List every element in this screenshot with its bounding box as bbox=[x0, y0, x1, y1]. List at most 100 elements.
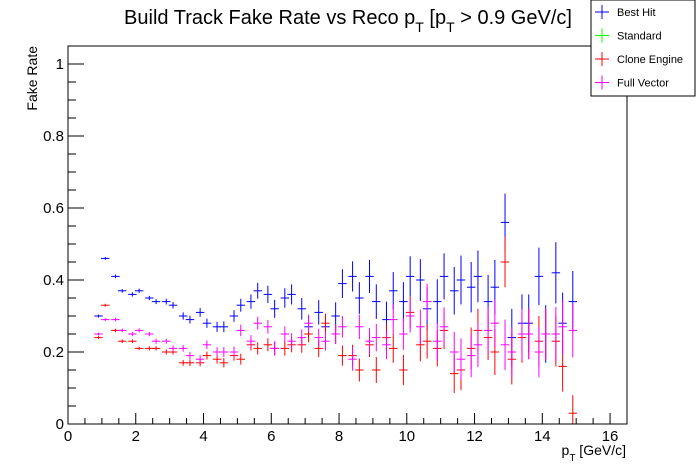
data-point bbox=[338, 345, 347, 366]
data-point bbox=[466, 262, 476, 313]
data-point bbox=[219, 321, 229, 333]
data-point bbox=[134, 328, 144, 333]
data-point bbox=[151, 338, 161, 344]
x-axis-title: pT [GeV/c] bbox=[562, 442, 626, 464]
data-point bbox=[416, 309, 425, 345]
data-point bbox=[490, 299, 500, 347]
legend-label: Clone Engine bbox=[617, 54, 683, 66]
data-point bbox=[101, 256, 110, 260]
data-point bbox=[433, 322, 442, 360]
data-point bbox=[321, 331, 330, 351]
data-point bbox=[246, 294, 256, 309]
data-point bbox=[263, 319, 273, 334]
y-tick-label: 0.4 bbox=[43, 272, 64, 289]
data-point bbox=[551, 307, 561, 361]
legend-entry: Clone Engine bbox=[595, 52, 683, 66]
data-point bbox=[168, 301, 178, 309]
data-point bbox=[195, 308, 205, 317]
data-point bbox=[219, 346, 229, 358]
data-point bbox=[162, 338, 171, 344]
data-point bbox=[202, 351, 212, 360]
y-axis-title: Fake Rate bbox=[24, 46, 40, 111]
data-point bbox=[405, 299, 415, 333]
data-point bbox=[399, 318, 408, 350]
data-point bbox=[94, 336, 103, 340]
data-point bbox=[439, 307, 449, 347]
legend-entry: Full Vector bbox=[595, 75, 669, 90]
data-point bbox=[280, 341, 290, 356]
series-full-vector bbox=[94, 283, 578, 381]
data-point bbox=[111, 317, 120, 322]
data-point bbox=[178, 312, 188, 320]
data-point bbox=[185, 315, 195, 324]
data-point bbox=[422, 323, 432, 359]
data-point bbox=[355, 314, 364, 340]
data-point bbox=[456, 255, 466, 305]
data-point bbox=[541, 308, 550, 360]
series-best-hit bbox=[94, 193, 578, 367]
data-point bbox=[202, 318, 212, 328]
data-point bbox=[195, 355, 205, 364]
data-point bbox=[338, 269, 347, 298]
legend-label: Best Hit bbox=[617, 7, 656, 19]
data-point bbox=[389, 272, 398, 310]
data-point bbox=[399, 282, 408, 322]
data-point bbox=[151, 346, 161, 351]
data-point bbox=[94, 332, 103, 336]
data-point bbox=[551, 242, 561, 304]
data-point bbox=[185, 359, 195, 367]
data-point bbox=[331, 323, 340, 345]
data-point bbox=[178, 345, 188, 352]
data-point bbox=[270, 299, 279, 318]
data-point bbox=[524, 308, 533, 360]
data-point bbox=[145, 295, 154, 301]
data-point bbox=[456, 338, 466, 381]
data-point bbox=[101, 318, 110, 322]
data-point bbox=[117, 328, 127, 333]
y-tick-label: 1 bbox=[56, 56, 64, 73]
data-layer bbox=[94, 193, 578, 424]
data-point bbox=[297, 298, 306, 320]
data-point bbox=[128, 339, 137, 343]
plot-frame bbox=[67, 45, 628, 425]
data-point bbox=[314, 328, 323, 347]
data-point bbox=[202, 340, 212, 350]
x-tick-label: 0 bbox=[64, 428, 72, 445]
data-point bbox=[348, 347, 357, 371]
data-point bbox=[253, 342, 262, 355]
x-tick-label: 12 bbox=[466, 428, 483, 445]
data-point bbox=[338, 316, 347, 338]
x-tick-label: 4 bbox=[199, 428, 207, 445]
data-point bbox=[466, 334, 476, 378]
data-point bbox=[405, 256, 415, 297]
data-point bbox=[568, 395, 578, 424]
data-point bbox=[355, 282, 364, 314]
data-point bbox=[483, 307, 493, 354]
data-point bbox=[111, 274, 120, 279]
data-point bbox=[365, 259, 374, 293]
data-point bbox=[534, 326, 544, 378]
data-point bbox=[280, 326, 290, 342]
x-tick-label: 8 bbox=[335, 428, 343, 445]
data-point bbox=[389, 304, 398, 335]
data-point bbox=[117, 339, 127, 343]
data-point bbox=[117, 289, 127, 293]
legend-box bbox=[590, 0, 696, 97]
data-point bbox=[128, 292, 137, 297]
data-point bbox=[134, 346, 144, 351]
data-point bbox=[145, 331, 154, 337]
axes-layer: 00.20.40.60.810 2 4 6 8 10 12 14 16 bbox=[43, 56, 618, 445]
data-point bbox=[372, 284, 381, 319]
data-point bbox=[449, 267, 459, 315]
data-point bbox=[128, 331, 137, 337]
data-point bbox=[162, 298, 171, 305]
data-point bbox=[236, 324, 246, 337]
data-point bbox=[507, 326, 517, 378]
x-tick-label: 14 bbox=[534, 428, 551, 445]
y-tick-label: 0.8 bbox=[43, 128, 64, 145]
data-point bbox=[558, 299, 567, 354]
data-point bbox=[280, 288, 290, 308]
data-point bbox=[101, 303, 110, 307]
data-point bbox=[229, 310, 239, 322]
